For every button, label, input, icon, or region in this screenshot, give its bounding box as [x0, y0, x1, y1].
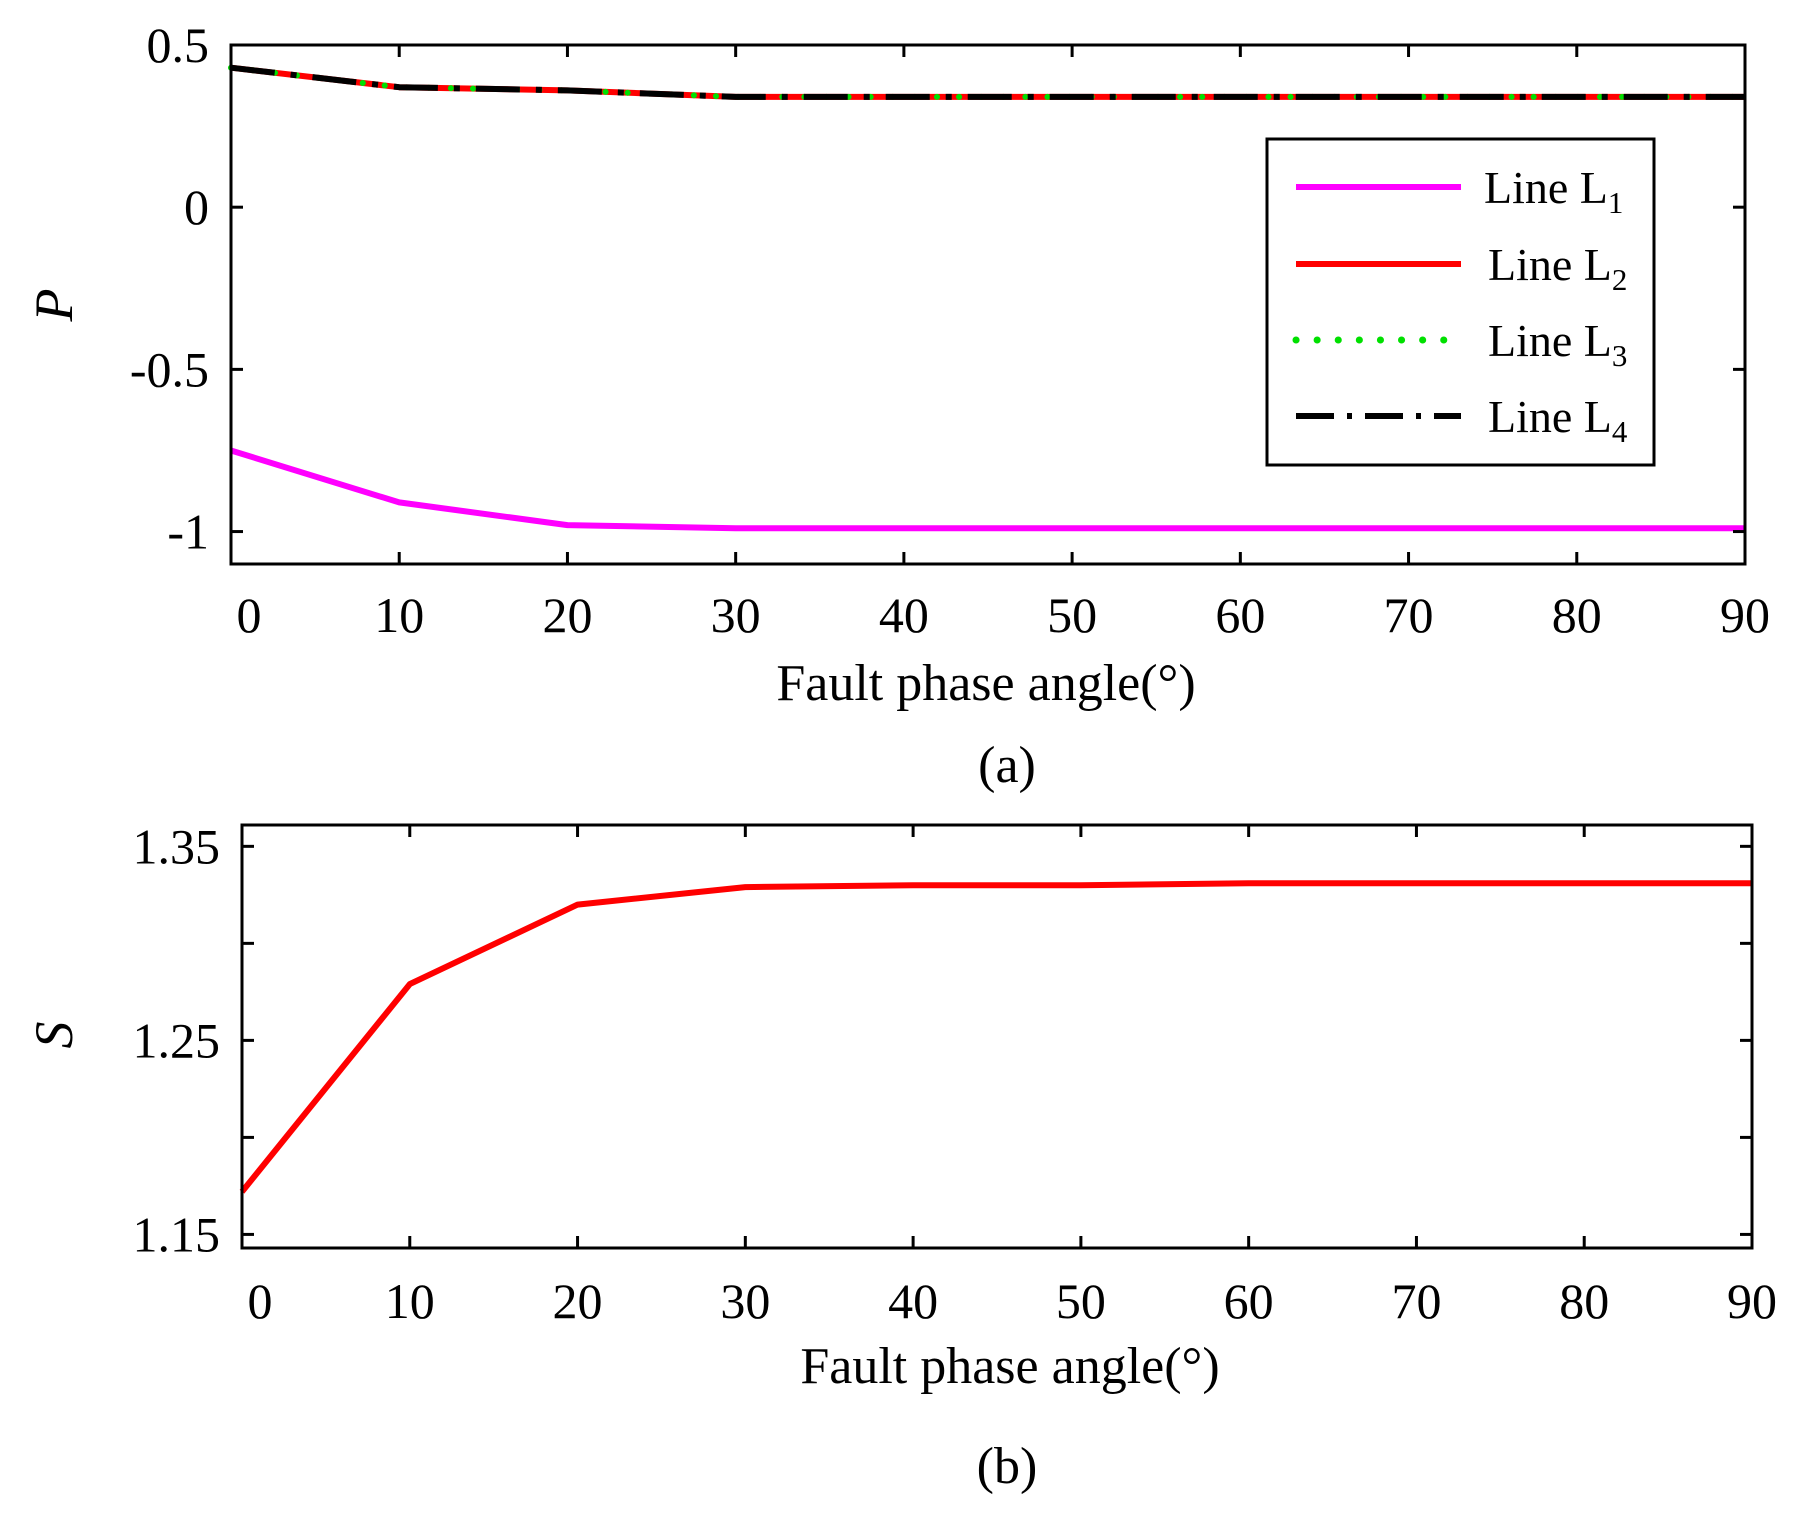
chart-a-x-tick-label: 80 — [1552, 587, 1602, 643]
chart-a-y-tick-label: -1 — [167, 504, 209, 560]
chart-panel-a: 0 10 20 30 40 50 60 70 80 90 0.5 0 -0.5 -1 Line L1 Li… — [24, 17, 1770, 794]
chart-a-series-l1-line — [230, 447, 1745, 532]
chart-b-x-tick-label: 30 — [720, 1273, 770, 1329]
chart-b-x-axis-title: Fault phase angle(°) — [800, 1338, 1219, 1395]
chart-a-legend: Line L1 Line L2 Line L3 Line L4 — [1265, 137, 1656, 467]
chart-a-series-l4-point — [1406, 94, 1411, 99]
chart-a-series-l1-point — [1238, 526, 1243, 531]
chart-a-series-l1-point — [733, 526, 738, 531]
chart-a-series-l3-line — [228, 64, 1748, 100]
chart-a-legend-box — [1265, 137, 1656, 467]
chart-a-series-l1-point — [565, 523, 570, 528]
chart-b-x-tick-label: 0 — [248, 1273, 273, 1329]
chart-b-x-tick-label: 90 — [1727, 1273, 1777, 1329]
chart-b-y-tick-label: 1.15 — [133, 1206, 221, 1262]
chart-b-series-s-point — [575, 902, 580, 907]
chart-b-series — [239, 880, 1752, 1194]
chart-a-series-l4-point — [733, 94, 738, 99]
chart-b-caption: (b) — [977, 1438, 1038, 1495]
chart-b-series-s-point — [1582, 881, 1587, 886]
chart-b-series-s-point — [911, 883, 916, 888]
legend-label-l3: Line L3 — [1488, 315, 1627, 373]
chart-b-series-s-point — [743, 885, 748, 890]
chart-a-y-tick-label: -0.5 — [130, 341, 209, 397]
chart-a-series-l1-point — [1574, 526, 1579, 531]
chart-a-series-l4-line — [230, 64, 1745, 100]
chart-a-series-l1-point — [1070, 526, 1075, 531]
chart-b-y-tick-label: 1.35 — [133, 818, 221, 874]
chart-b-x-tick-label: 20 — [553, 1273, 603, 1329]
chart-a-x-tick-label: 30 — [711, 587, 761, 643]
chart-a-series-l4-point — [1070, 94, 1075, 99]
chart-b-x-tick-label: 60 — [1224, 1273, 1274, 1329]
chart-b-series-s-point — [407, 982, 412, 987]
chart-a-x-tick-label: 90 — [1720, 587, 1770, 643]
chart-a-y-tick-label: 0.5 — [147, 17, 210, 73]
chart-a-series-l1-point — [901, 526, 906, 531]
chart-a-series-l4-point — [1238, 94, 1243, 99]
chart-a-series-l1-point — [397, 500, 402, 505]
chart-b-x-tick-label: 50 — [1056, 1273, 1106, 1329]
chart-a-series-l4-point — [1574, 94, 1579, 99]
chart-a-ticks: 0 10 20 30 40 50 60 70 80 90 0.5 0 -0.5 -1 — [130, 17, 1770, 643]
chart-a-x-tick-label: 10 — [374, 587, 424, 643]
chart-b-y-tick-label: 1.25 — [133, 1012, 221, 1068]
chart-b-x-tick-label: 80 — [1559, 1273, 1609, 1329]
chart-b-ticks: 0 10 20 30 40 50 60 70 80 90 1.35 1.25 1.15 — [133, 818, 1778, 1329]
chart-b-series-s-point — [1246, 881, 1251, 886]
chart-b-series-s-line — [239, 880, 1752, 1194]
chart-a-x-tick-label: 60 — [1215, 587, 1265, 643]
chart-a-series-l4-point — [397, 85, 402, 90]
chart-a-y-tick-label: 0 — [184, 179, 209, 235]
chart-b-y-axis-title: S — [24, 1022, 84, 1049]
chart-a-caption: (a) — [978, 737, 1036, 794]
chart-b-plot-frame — [240, 823, 1754, 1250]
legend-label-l2: Line L2 — [1488, 239, 1627, 297]
chart-a-series — [228, 64, 1748, 532]
chart-panel-b: 0 10 20 30 40 50 60 70 80 90 1.35 1.25 1.15 S Fault … — [24, 818, 1777, 1495]
chart-a-y-axis-title: P — [24, 289, 84, 323]
chart-b-series-s-point — [1078, 883, 1083, 888]
chart-a-x-tick-label: 70 — [1384, 587, 1434, 643]
chart-a-x-tick-label: 50 — [1047, 587, 1097, 643]
chart-a-x-tick-label: 20 — [542, 587, 592, 643]
chart-a-series-l1-point — [1406, 526, 1411, 531]
chart-b-x-tick-label: 70 — [1391, 1273, 1441, 1329]
chart-b-series-s-point — [1414, 881, 1419, 886]
chart-a-x-tick-label: 0 — [237, 587, 262, 643]
chart-a-plot-frame — [229, 43, 1747, 566]
legend-label-l1: Line L1 — [1484, 162, 1623, 220]
chart-a-series-l4-point — [901, 94, 906, 99]
chart-a-series-l4-point — [565, 88, 570, 93]
chart-a-x-tick-label: 40 — [879, 587, 929, 643]
chart-a-x-axis-title: Fault phase angle(°) — [776, 655, 1195, 712]
chart-b-x-tick-label: 10 — [385, 1273, 435, 1329]
chart-b-x-tick-label: 40 — [888, 1273, 938, 1329]
chart-a-series-l2-line — [230, 64, 1745, 100]
legend-label-l4: Line L4 — [1488, 391, 1628, 449]
